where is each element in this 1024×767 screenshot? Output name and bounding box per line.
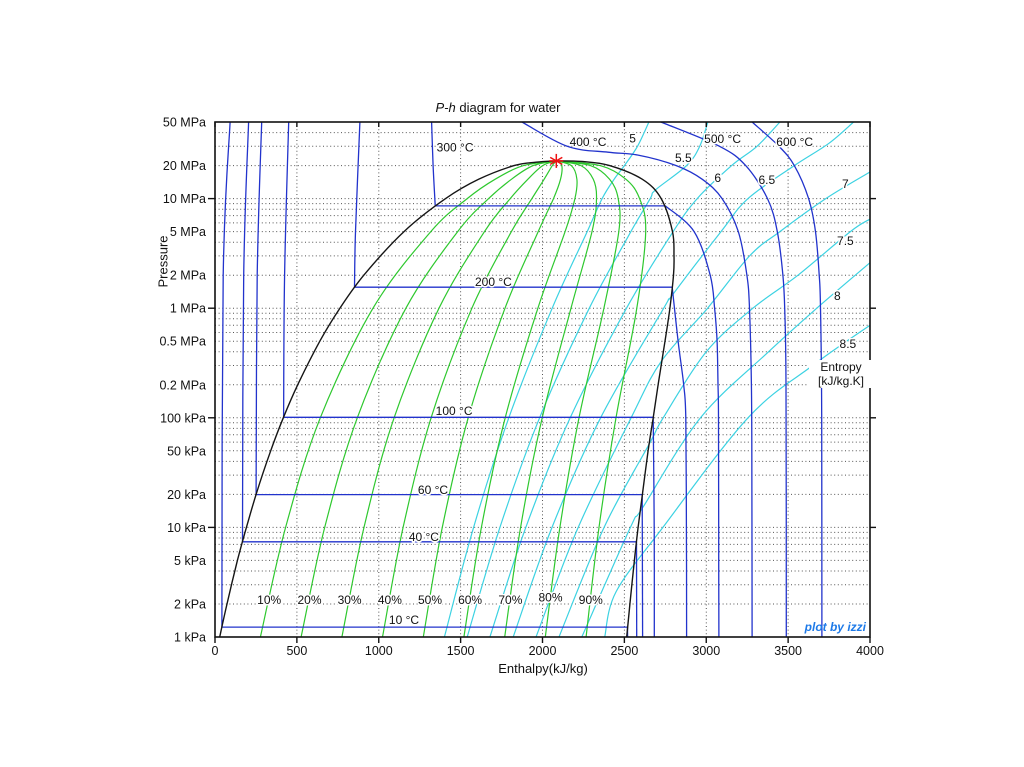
x-tick-label: 1500: [447, 644, 475, 658]
y-tick-label: 2 kPa: [174, 598, 206, 612]
isotherm-label: 500 °C: [704, 132, 741, 146]
isentrope-label: 8.5: [840, 337, 857, 351]
quality-line: [300, 160, 557, 638]
quality-label: 90%: [579, 593, 603, 607]
isentrope-label: 5.5: [675, 151, 692, 165]
quality-line: [504, 160, 598, 638]
chart-title: P-h diagram for water: [417, 100, 579, 115]
y-tick-label: 100 kPa: [160, 411, 206, 425]
quality-line: [259, 160, 557, 638]
quality-label: 70%: [498, 593, 522, 607]
isotherm-line: [521, 121, 753, 638]
x-tick-label: 0: [212, 644, 219, 658]
isotherm-line: [652, 417, 655, 638]
y-tick-label: 20 kPa: [167, 488, 206, 502]
x-tick-label: 1000: [365, 644, 393, 658]
x-tick-label: 4000: [856, 644, 884, 658]
y-tick-label: 5 kPa: [174, 554, 206, 568]
y-tick-label: 10 kPa: [167, 521, 206, 535]
isotherm-line: [353, 121, 361, 288]
isotherm-label: 60 °C: [418, 483, 448, 497]
quality-label: 10%: [257, 593, 281, 607]
isotherm-line: [751, 121, 823, 638]
isotherm-line: [660, 121, 787, 638]
y-tick-label: 50 MPa: [163, 116, 206, 130]
y-tick-label: 10 MPa: [163, 192, 206, 206]
x-tick-label: 500: [286, 644, 307, 658]
isotherm-label: 200 °C: [475, 275, 512, 289]
entropy-legend: Entropy [kJ/kg.K]: [809, 360, 873, 388]
y-tick-label: 2 MPa: [170, 269, 206, 283]
isentrope-line: [466, 121, 709, 638]
x-axis-label: Enthalpy(kJ/kg): [498, 661, 588, 676]
quality-label: 40%: [378, 593, 402, 607]
curves-group: [215, 121, 871, 638]
x-tick-label: 3000: [692, 644, 720, 658]
isotherm-line: [221, 121, 231, 628]
isotherm-line: [430, 121, 436, 206]
isotherm-line: [664, 205, 720, 638]
isentrope-label: 8: [834, 289, 841, 303]
isentrope-label: 7: [842, 177, 849, 191]
quality-line: [544, 160, 621, 638]
dome-vapor-line: [556, 160, 675, 638]
chart-title-italic: P-h: [435, 100, 456, 115]
axis-border: [214, 121, 871, 638]
y-tick-label: 0.5 MPa: [159, 335, 206, 349]
quality-line: [463, 160, 578, 638]
entropy-legend-line2: [kJ/kg.K]: [817, 374, 864, 388]
quality-label: 20%: [297, 593, 321, 607]
chart-title-text: diagram for water: [455, 100, 561, 115]
quality-label: 80%: [538, 590, 562, 604]
y-tick-label: 1 MPa: [170, 302, 206, 316]
y-tick-label: 0.2 MPa: [159, 378, 206, 392]
dome-liquid-line: [219, 160, 557, 638]
x-tick-label: 2000: [529, 644, 557, 658]
y-tick-label: 5 MPa: [170, 225, 206, 239]
quality-label: 30%: [338, 593, 362, 607]
isentrope-label: 5: [629, 131, 636, 145]
quality-label: 60%: [458, 593, 482, 607]
y-tick-label: 50 kPa: [167, 444, 206, 458]
isotherm-label: 300 °C: [437, 141, 474, 155]
isentrope-line: [581, 262, 871, 638]
isentrope-label: 6: [714, 171, 721, 185]
y-axis-label: Pressure: [155, 235, 171, 288]
isotherm-line: [671, 287, 688, 638]
isotherm-label: 10 °C: [389, 613, 419, 627]
quality-line: [381, 160, 557, 638]
plot-credit: plot by izzi: [804, 620, 866, 634]
isotherm-line: [255, 121, 263, 495]
isentrope-label: 7.5: [837, 234, 854, 248]
quality-label: 50%: [418, 593, 442, 607]
quality-line: [556, 160, 647, 638]
isotherm-label: 400 °C: [570, 135, 607, 149]
quality-line: [422, 160, 563, 638]
isentrope-line: [489, 121, 781, 638]
isotherm-line: [282, 121, 290, 418]
isentrope-label: 6.5: [758, 173, 775, 187]
isentrope-line: [535, 171, 871, 638]
isentrope-line: [443, 121, 650, 638]
isotherm-label: 100 °C: [436, 404, 473, 418]
y-tick-label: 20 MPa: [163, 159, 206, 173]
isotherm-line: [241, 121, 250, 542]
x-tick-label: 3500: [774, 644, 802, 658]
entropy-legend-line1: Entropy: [820, 360, 862, 374]
isotherm-label: 40 °C: [409, 530, 439, 544]
isotherm-label: 600 °C: [776, 135, 813, 149]
quality-line: [341, 160, 557, 638]
isentrope-line: [558, 218, 871, 638]
x-tick-label: 2500: [610, 644, 638, 658]
y-tick-label: 1 kPa: [174, 631, 206, 645]
